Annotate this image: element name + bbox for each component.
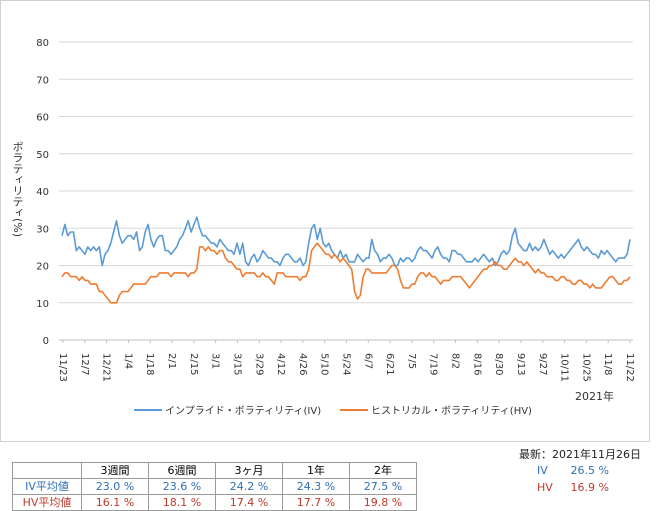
hv-avg-2y: 19.8 % (349, 494, 417, 511)
volatility-chart: 0 10 20 30 40 50 60 70 80 11/23 12/7 12/21 1/4 1/18 2/… (36, 38, 635, 417)
x-tick-label-11: 4/26 (297, 353, 308, 375)
x-tick-label-25: 11/8 (602, 353, 613, 375)
latest-values: 最新：2021年11月26日 IV 26.5 % HV 16.9 % (519, 447, 654, 496)
table-header-1y: 1年 (282, 462, 350, 479)
x-tick-label-6: 2/15 (188, 353, 199, 375)
x-tick-label-1: 12/7 (79, 353, 90, 375)
table-corner (12, 462, 82, 479)
x-tick-label-2: 12/21 (101, 353, 112, 382)
latest-hv: HV 16.9 % (519, 479, 654, 496)
hv-avg-6w: 18.1 % (148, 494, 216, 511)
legend-label-iv: インプライド・ボラティリティ(IV) (165, 405, 321, 417)
iv-avg-3m: 24.2 % (215, 478, 283, 495)
y-tick-label-80: 80 (36, 38, 49, 49)
y-tick-label-40: 40 (36, 187, 49, 198)
table-header-3w: 3週間 (81, 462, 149, 479)
latest-date: 最新：2021年11月26日 (519, 448, 641, 461)
x-tick-label-22: 9/27 (537, 353, 548, 375)
x-tick-label-15: 6/21 (384, 353, 395, 375)
x-tick-label-5: 2/1 (166, 353, 177, 369)
latest-hv-value: 16.9 % (570, 481, 609, 494)
table-header-row: 3週間 6週間 3ヶ月 1年 2年 (12, 462, 417, 479)
x-tick-label-7: 3/1 (210, 353, 221, 369)
iv-avg-6w: 23.6 % (148, 478, 216, 495)
y-tick-label-30: 30 (36, 224, 49, 235)
y-tick-label-0: 0 (43, 336, 49, 347)
x-tick-label-23: 10/11 (559, 353, 570, 382)
iv-avg-3w: 23.0 % (81, 478, 149, 495)
series-line-iv (61, 216, 631, 267)
y-tick-label-20: 20 (36, 262, 49, 273)
iv-avg-2y: 27.5 % (349, 478, 417, 495)
x-tick-label-14: 6/7 (362, 353, 373, 369)
latest-iv: IV 26.5 % (519, 462, 654, 479)
row-label-hv: HV平均値 (12, 494, 82, 511)
x-tick-label-0: 11/23 (57, 353, 68, 382)
x-tick-label-19: 8/16 (471, 353, 482, 375)
y-tick-label-60: 60 (36, 113, 49, 124)
x-tick-label-18: 8/2 (450, 353, 461, 369)
table-header-6w: 6週間 (148, 462, 216, 479)
x-tick-label-26: 11/22 (624, 353, 635, 382)
iv-avg-1y: 24.3 % (282, 478, 350, 495)
x-tick-label-16: 7/5 (406, 353, 417, 369)
year-label: 2021年 (575, 389, 614, 403)
x-tick-label-24: 10/25 (580, 353, 591, 382)
table-row-iv: IV平均値 23.0 % 23.6 % 24.2 % 24.3 % 27.5 % (12, 478, 417, 495)
x-tick-label-20: 8/30 (493, 353, 504, 375)
y-tick-label-70: 70 (36, 75, 49, 86)
hv-avg-3w: 16.1 % (81, 494, 149, 511)
chart-frame: 0 10 20 30 40 50 60 70 80 11/23 12/7 12/21 1/4 1/18 2/… (0, 0, 650, 442)
stats-table: 3週間 6週間 3ヶ月 1年 2年 IV平均値 23.0 % 23.6 % 24… (12, 462, 417, 511)
series-line-hv (61, 242, 631, 304)
x-tick-label-9: 3/29 (253, 353, 264, 375)
x-tick-label-8: 3/15 (231, 353, 242, 375)
row-label-iv: IV平均値 (12, 478, 82, 495)
hv-avg-3m: 17.4 % (215, 494, 283, 511)
x-tick-label-21: 9/13 (515, 353, 526, 375)
y-axis-label: ボラティリティ(%) (11, 141, 24, 238)
x-tick-label-3: 1/4 (122, 353, 133, 369)
latest-hv-label: HV (537, 481, 553, 494)
x-tick-label-10: 4/12 (275, 353, 286, 375)
x-tick-label-12: 5/10 (319, 353, 330, 375)
legend-label-hv: ヒストリカル・ボラティリティ(HV) (371, 405, 532, 417)
x-tick-label-13: 5/24 (341, 353, 352, 375)
y-tick-label-10: 10 (36, 299, 49, 310)
table-header-2y: 2年 (349, 462, 417, 479)
hv-avg-1y: 17.7 % (282, 494, 350, 511)
x-tick-label-17: 7/19 (428, 353, 439, 375)
table-header-3m: 3ヶ月 (215, 462, 283, 479)
table-row-hv: HV平均値 16.1 % 18.1 % 17.4 % 17.7 % 19.8 % (12, 494, 417, 511)
x-tick-label-4: 1/18 (144, 353, 155, 375)
latest-iv-label: IV (537, 464, 548, 477)
latest-iv-value: 26.5 % (570, 464, 609, 477)
y-tick-label-50: 50 (36, 150, 49, 161)
